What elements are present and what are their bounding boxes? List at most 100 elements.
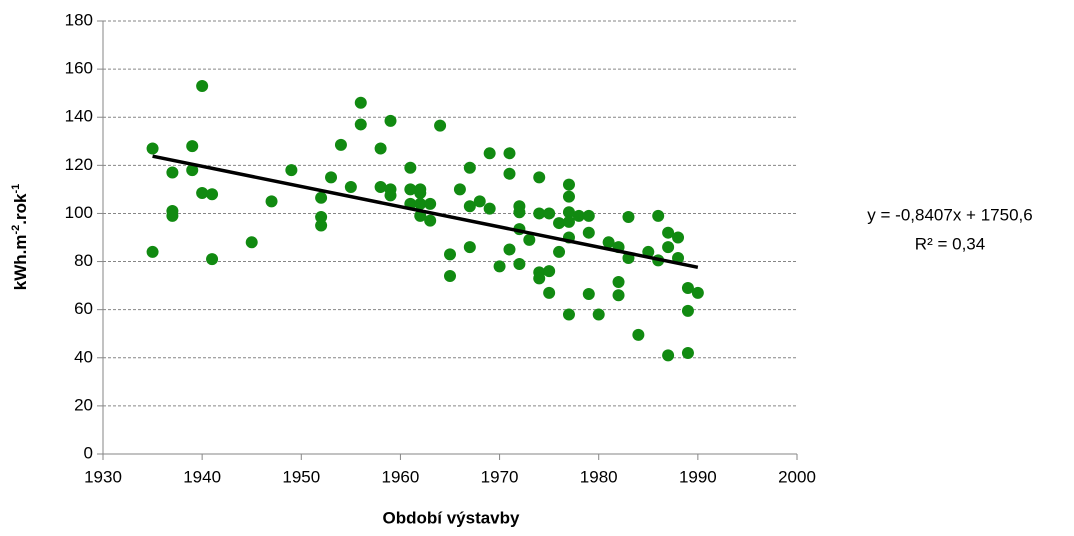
point	[285, 164, 298, 177]
point	[652, 209, 665, 222]
point	[503, 167, 516, 180]
point	[543, 207, 556, 220]
point	[384, 114, 397, 127]
point	[553, 217, 566, 230]
x-tick-label: 1970	[481, 467, 519, 486]
point	[463, 200, 476, 213]
point	[424, 197, 437, 210]
point	[553, 245, 566, 258]
point	[374, 180, 387, 193]
point	[533, 207, 546, 220]
point	[562, 190, 575, 203]
y-title-part: .rok	[11, 193, 30, 225]
x-tick-label: 1940	[183, 467, 221, 486]
point	[414, 197, 427, 210]
x-tick-label: 1990	[679, 467, 717, 486]
point	[562, 206, 575, 219]
point	[622, 211, 635, 224]
point	[206, 188, 219, 201]
point	[354, 118, 367, 131]
point	[691, 286, 704, 299]
point	[463, 241, 476, 254]
point	[503, 147, 516, 160]
y-tick-label: 40	[74, 347, 93, 366]
point	[681, 304, 694, 317]
point	[146, 245, 159, 258]
point	[681, 346, 694, 359]
y-tick-label: 0	[84, 443, 93, 462]
point	[463, 161, 476, 174]
point	[513, 206, 526, 219]
point	[672, 231, 685, 244]
point	[166, 209, 179, 222]
point	[473, 195, 486, 208]
point	[572, 209, 585, 222]
trend-equation: y = -0,8407x + 1750,6	[867, 205, 1032, 224]
point	[444, 269, 456, 282]
y-title-sup: -2	[10, 225, 22, 235]
point	[325, 171, 338, 184]
point	[513, 257, 526, 270]
point	[354, 96, 367, 109]
point	[344, 180, 357, 193]
point	[186, 140, 199, 153]
point	[196, 79, 209, 92]
point	[245, 236, 258, 249]
point	[414, 186, 427, 199]
point	[533, 272, 546, 285]
point	[186, 164, 199, 177]
point	[315, 211, 328, 224]
y-tick-label: 20	[74, 395, 93, 414]
x-tick-label: 1960	[382, 467, 420, 486]
point	[334, 138, 347, 151]
point	[632, 328, 645, 341]
y-tick-label: 120	[65, 155, 93, 174]
point	[662, 226, 675, 239]
point	[146, 142, 159, 155]
y-tick-label: 180	[65, 10, 93, 29]
y-tick-label: 140	[65, 107, 93, 126]
point	[582, 226, 595, 239]
y-tick-label: 80	[74, 251, 93, 270]
point	[483, 202, 496, 215]
y-title-sup: -1	[10, 184, 22, 194]
x-tick-label: 1930	[84, 467, 122, 486]
point	[562, 178, 575, 191]
point	[444, 248, 456, 261]
point	[265, 195, 278, 208]
y-tick-label: 60	[74, 299, 93, 318]
x-axis-title: Období výstavby	[383, 508, 521, 527]
point	[206, 253, 219, 266]
point	[404, 183, 417, 196]
point	[196, 186, 209, 199]
point	[384, 189, 397, 202]
point	[592, 308, 605, 321]
point	[681, 282, 694, 295]
point	[543, 286, 556, 299]
point	[602, 236, 615, 249]
y-axis-title: kWh.m-2.rok-1	[10, 184, 31, 290]
point	[662, 241, 675, 254]
point	[404, 161, 417, 174]
point	[612, 289, 625, 302]
point	[374, 142, 387, 155]
point	[582, 209, 595, 222]
point	[483, 147, 496, 160]
point	[424, 214, 437, 227]
point	[562, 215, 575, 228]
x-tick-label: 1950	[282, 467, 320, 486]
point	[493, 260, 506, 273]
x-tick-label: 1980	[580, 467, 618, 486]
trend-r2: R² = 0,34	[915, 234, 985, 253]
point	[582, 288, 595, 301]
point	[453, 183, 466, 196]
trendline	[152, 154, 699, 270]
point	[434, 119, 447, 132]
point	[315, 219, 328, 232]
point	[503, 243, 516, 256]
point	[523, 233, 536, 246]
point	[562, 308, 575, 321]
point	[543, 265, 556, 278]
